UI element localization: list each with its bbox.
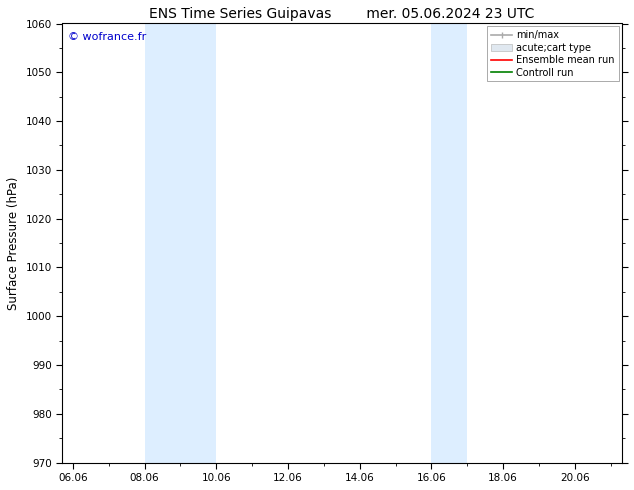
- Bar: [145, 24, 216, 463]
- Y-axis label: Surface Pressure (hPa): Surface Pressure (hPa): [7, 176, 20, 310]
- Text: © wofrance.fr: © wofrance.fr: [68, 32, 146, 42]
- Title: ENS Time Series Guipavas        mer. 05.06.2024 23 UTC: ENS Time Series Guipavas mer. 05.06.2024…: [149, 7, 534, 21]
- Bar: [432, 24, 467, 463]
- Legend: min/max, acute;cart type, Ensemble mean run, Controll run: min/max, acute;cart type, Ensemble mean …: [487, 26, 619, 81]
